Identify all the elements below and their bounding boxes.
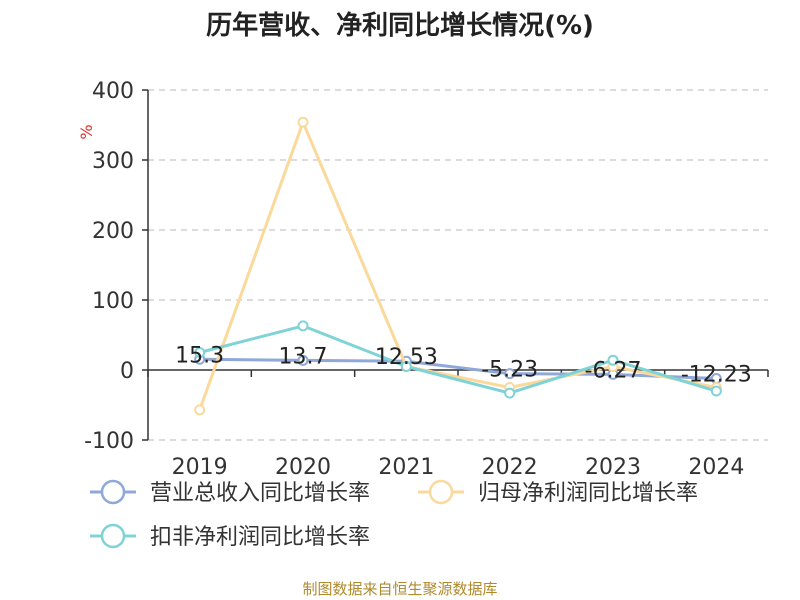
series-line-0 [199,357,717,381]
data-point[interactable] [297,116,309,128]
data-label: 15.3 [175,343,224,368]
data-labels: 15.3 13.7 12.53 -5.23 -6.27 -12.23 [175,343,752,387]
y-tick-label: 0 [120,359,134,384]
data-label: 12.53 [375,345,438,370]
x-tick-label: 2024 [688,455,744,480]
x-tick-label: 2019 [172,455,228,480]
data-label: -12.23 [681,363,752,388]
x-tick-label: 2023 [585,455,641,480]
x-tick-label: 2022 [482,455,538,480]
data-point[interactable] [297,354,309,366]
data-point[interactable] [194,404,206,416]
y-tick-label: -100 [84,429,134,454]
legend-item-1[interactable]: 归母净利润同比增长率 [418,479,698,506]
x-tick-label: 2020 [275,455,331,480]
x-tick-label: 2021 [378,455,434,480]
axes: 400 300 200 100 0 -100 2019 2020 2021 2022 2023 202… [84,79,769,480]
data-point[interactable] [400,361,412,372]
y-tick-label: 200 [92,219,134,244]
y-tick-label: 400 [92,79,134,104]
data-label: 13.7 [279,344,328,369]
legend-item-2[interactable]: 扣非净利润同比增长率 [90,523,370,550]
series-line-1 [198,120,717,411]
chart-title: 历年营收、净利同比增长情况(%) [206,10,594,41]
series-line-2 [199,324,717,395]
data-point[interactable] [297,320,309,332]
data-source: 制图数据来自恒生聚源数据库 [302,580,497,598]
y-axis-unit: % [77,124,96,139]
data-label: -6.27 [585,358,642,383]
legend-label: 扣非净利润同比增长率 [150,525,370,550]
data-point[interactable] [504,387,516,399]
y-tick-label: 100 [92,289,134,314]
legend-marker-icon [100,479,126,505]
data-point[interactable] [194,347,206,358]
legend-marker-icon [428,479,454,505]
y-tick-label: 300 [92,149,134,174]
grid-lines [148,89,768,441]
data-point[interactable] [710,385,722,397]
legend-marker-icon [100,523,126,549]
legend-label: 归母净利润同比增长率 [478,481,698,506]
data-point[interactable] [607,354,619,366]
data-point[interactable] [504,368,516,380]
legend-label: 营业总收入同比增长率 [150,481,370,506]
series-lines [194,116,722,416]
legend-item-0[interactable]: 营业总收入同比增长率 [90,479,370,506]
data-label: -5.23 [481,358,538,383]
